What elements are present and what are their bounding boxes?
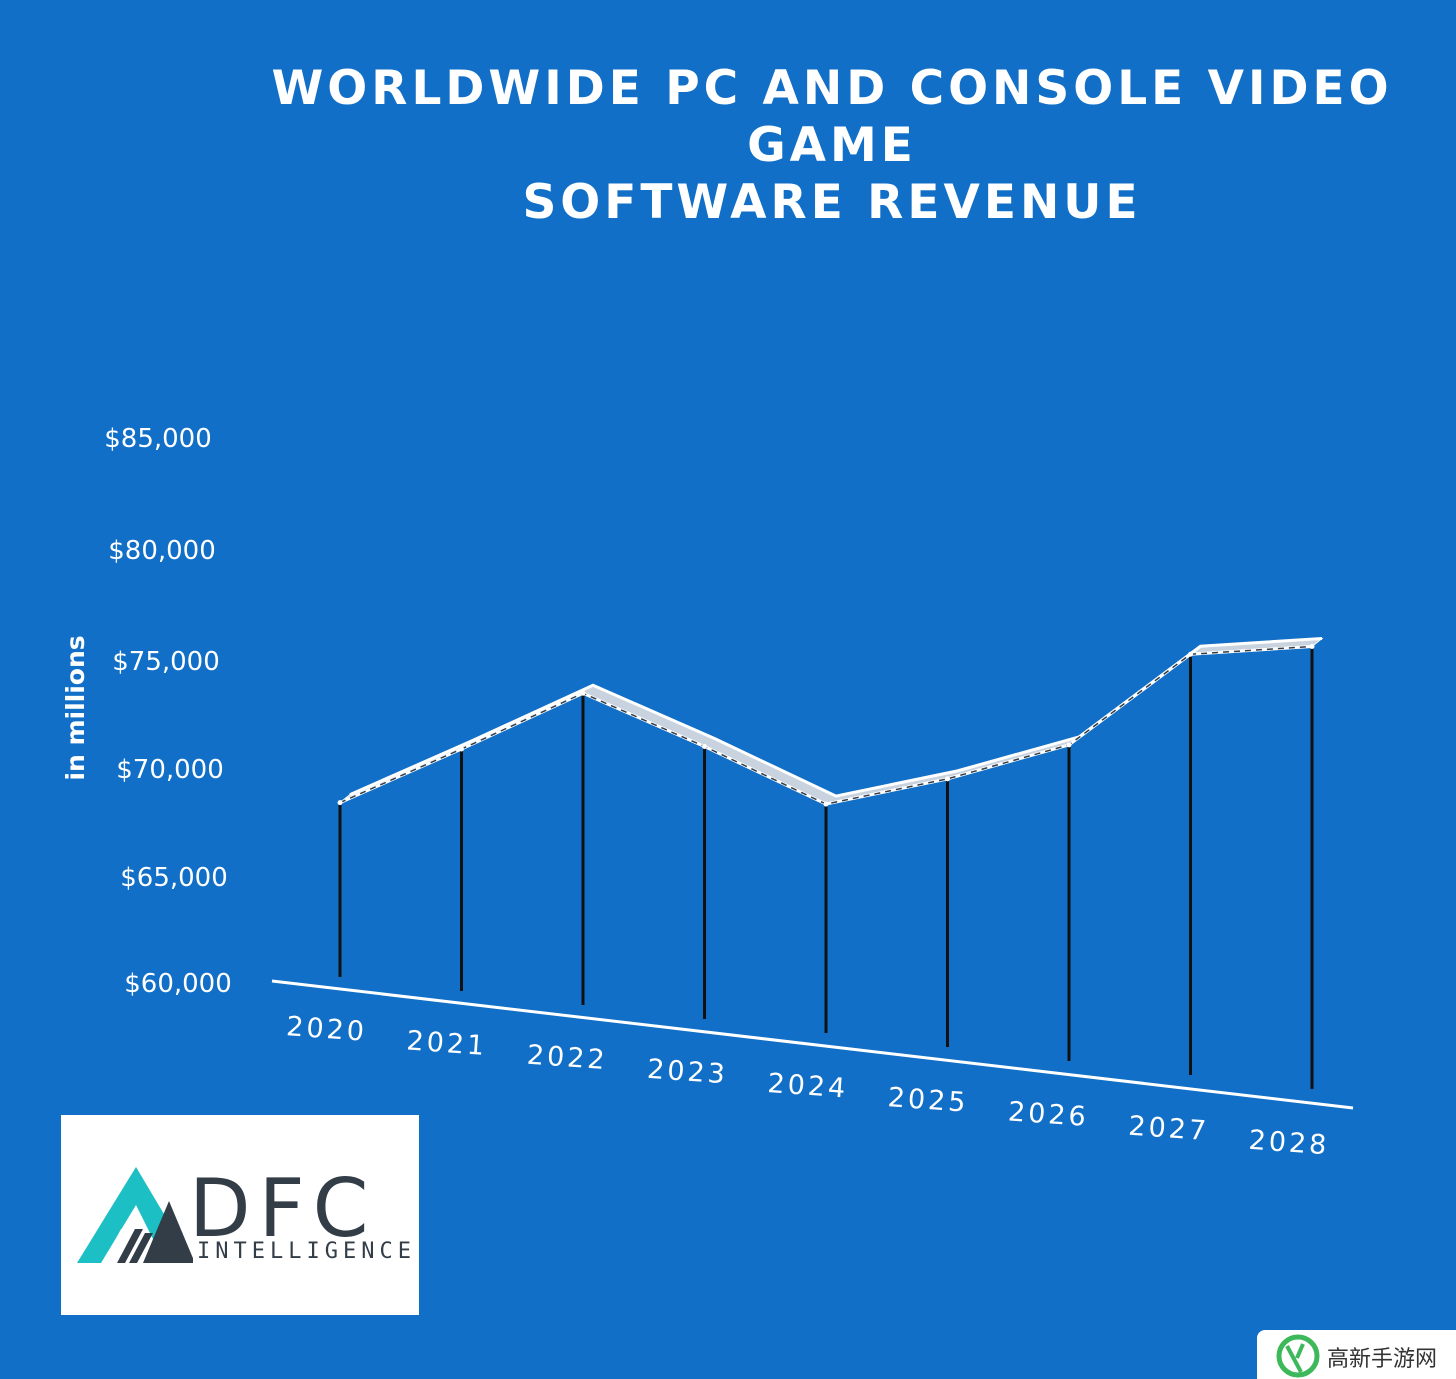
series-ribbon-top — [349, 636, 1323, 798]
watermark-badge: 高新手游网 — [1257, 1330, 1456, 1379]
x-tick-label: 2023 — [646, 1054, 729, 1091]
x-tick-label: 2025 — [887, 1082, 970, 1119]
y-tick-label: $75,000 — [112, 647, 220, 677]
x-tick-label: 2028 — [1248, 1125, 1331, 1162]
y-tick-label: $60,000 — [124, 969, 232, 999]
data-point — [337, 800, 343, 806]
y-tick-label: $85,000 — [104, 424, 212, 454]
x-tick-label: 2026 — [1007, 1096, 1090, 1133]
x-axis-line — [271, 979, 1354, 1110]
title-line-1: WORLDWIDE PC AND CONSOLE VIDEO — [271, 61, 1393, 116]
data-point — [945, 776, 950, 782]
data-point — [823, 801, 829, 807]
x-tick-label: 2027 — [1127, 1111, 1210, 1148]
data-point — [1309, 643, 1315, 649]
logo-brand: DFC — [189, 1162, 377, 1255]
chart-title: WORLDWIDE PC AND CONSOLE VIDEO GAME SOFT… — [232, 60, 1432, 231]
watermark-text: 高新手游网 — [1327, 1347, 1438, 1372]
title-line-2: GAME — [747, 118, 917, 173]
x-tick-label: 2021 — [406, 1025, 489, 1062]
data-point — [580, 690, 586, 696]
x-tick-label: 2024 — [766, 1068, 849, 1105]
x-axis-ticks: 2020 2021 2022 2023 2024 2025 2026 2027 2028 — [285, 1011, 1330, 1161]
data-point — [702, 744, 707, 749]
y-axis-ticks: $60,000 $65,000 $70,000 $75,000 $80,000 $85,0… — [104, 424, 232, 999]
data-point — [459, 746, 464, 752]
leaf-logo-icon — [1276, 1334, 1320, 1378]
y-tick-label: $80,000 — [108, 536, 216, 566]
logo-tagline: INTELLIGENCE — [197, 1239, 416, 1264]
series-ribbon-face — [339, 637, 1324, 805]
dfc-mountain-icon — [77, 1167, 193, 1263]
dfc-intelligence-logo: DFC INTELLIGENCE — [61, 1115, 419, 1315]
data-point — [1066, 742, 1072, 748]
y-tick-label: $70,000 — [116, 755, 224, 785]
value-stems — [338, 646, 1314, 1089]
x-tick-label: 2020 — [285, 1011, 368, 1048]
data-point — [1188, 651, 1193, 657]
x-tick-label: 2022 — [526, 1040, 609, 1077]
title-line-3: SOFTWARE REVENUE — [522, 175, 1142, 230]
series-ribbon — [337, 636, 1324, 807]
y-axis-label: in millions — [61, 635, 90, 780]
y-tick-label: $65,000 — [120, 863, 228, 893]
